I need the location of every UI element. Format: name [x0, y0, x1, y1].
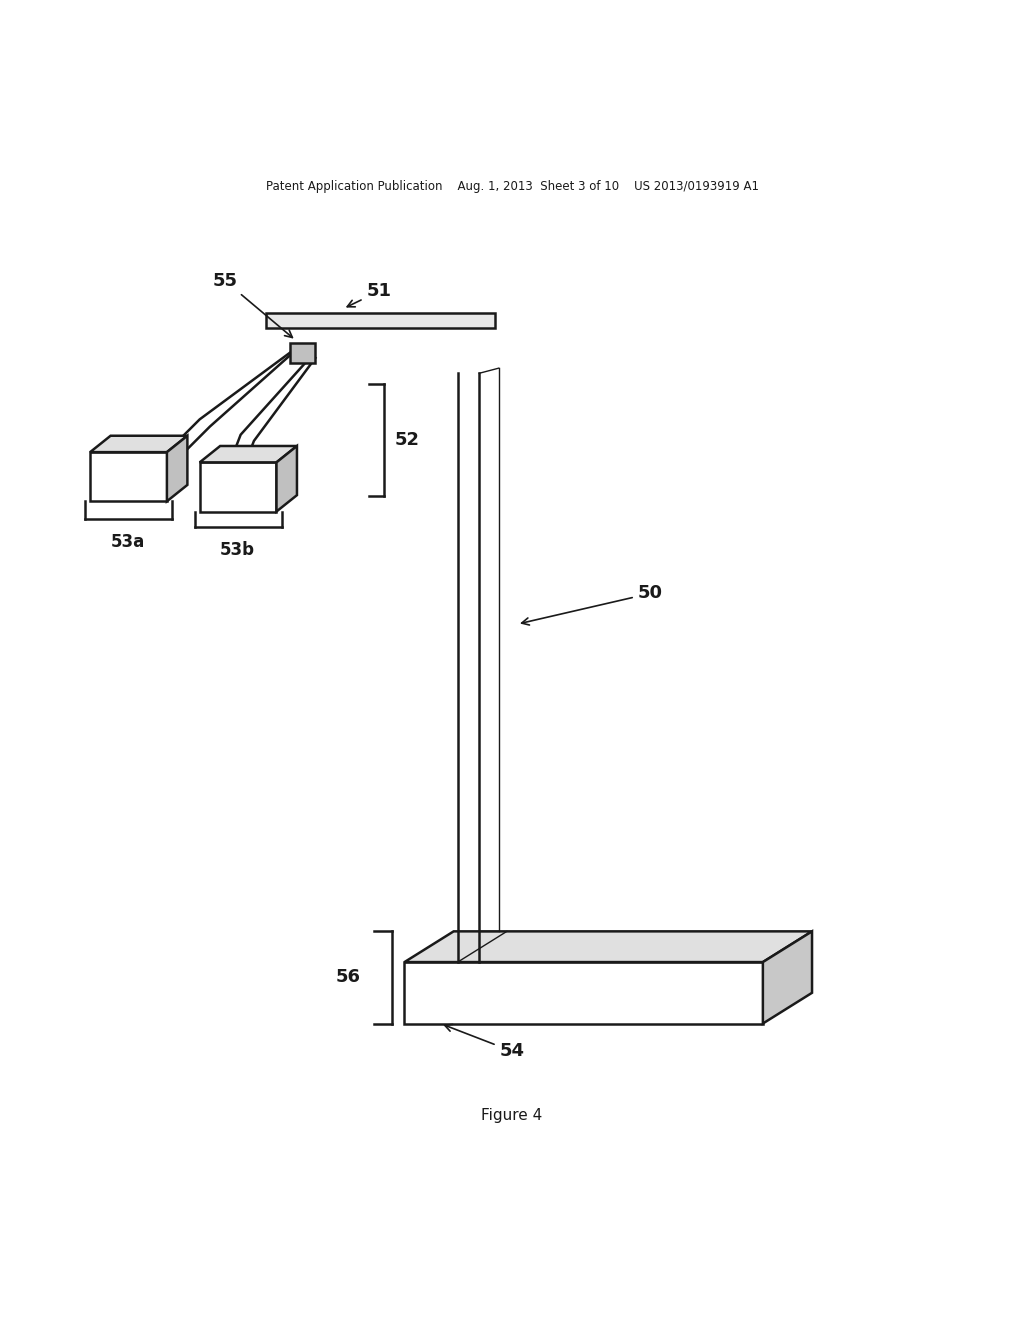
Text: 55: 55	[213, 272, 293, 338]
Text: 53b: 53b	[220, 541, 255, 560]
Text: 53a: 53a	[111, 533, 145, 552]
Text: Patent Application Publication    Aug. 1, 2013  Sheet 3 of 10    US 2013/0193919: Patent Application Publication Aug. 1, 2…	[265, 181, 759, 194]
Bar	[200, 462, 276, 512]
Polygon shape	[167, 436, 187, 502]
Bar	[404, 962, 763, 1023]
Text: 56: 56	[336, 969, 360, 986]
Polygon shape	[90, 436, 187, 453]
Polygon shape	[404, 932, 812, 962]
Polygon shape	[276, 446, 297, 512]
Text: 50: 50	[521, 585, 663, 624]
Polygon shape	[200, 446, 297, 462]
Text: 54: 54	[444, 1024, 524, 1060]
Polygon shape	[763, 932, 812, 1023]
Bar	[266, 313, 495, 329]
Bar	[290, 343, 315, 363]
Text: 51: 51	[347, 282, 391, 306]
Bar	[90, 453, 167, 502]
Text: Figure 4: Figure 4	[481, 1109, 543, 1123]
Text: 52: 52	[394, 430, 419, 449]
